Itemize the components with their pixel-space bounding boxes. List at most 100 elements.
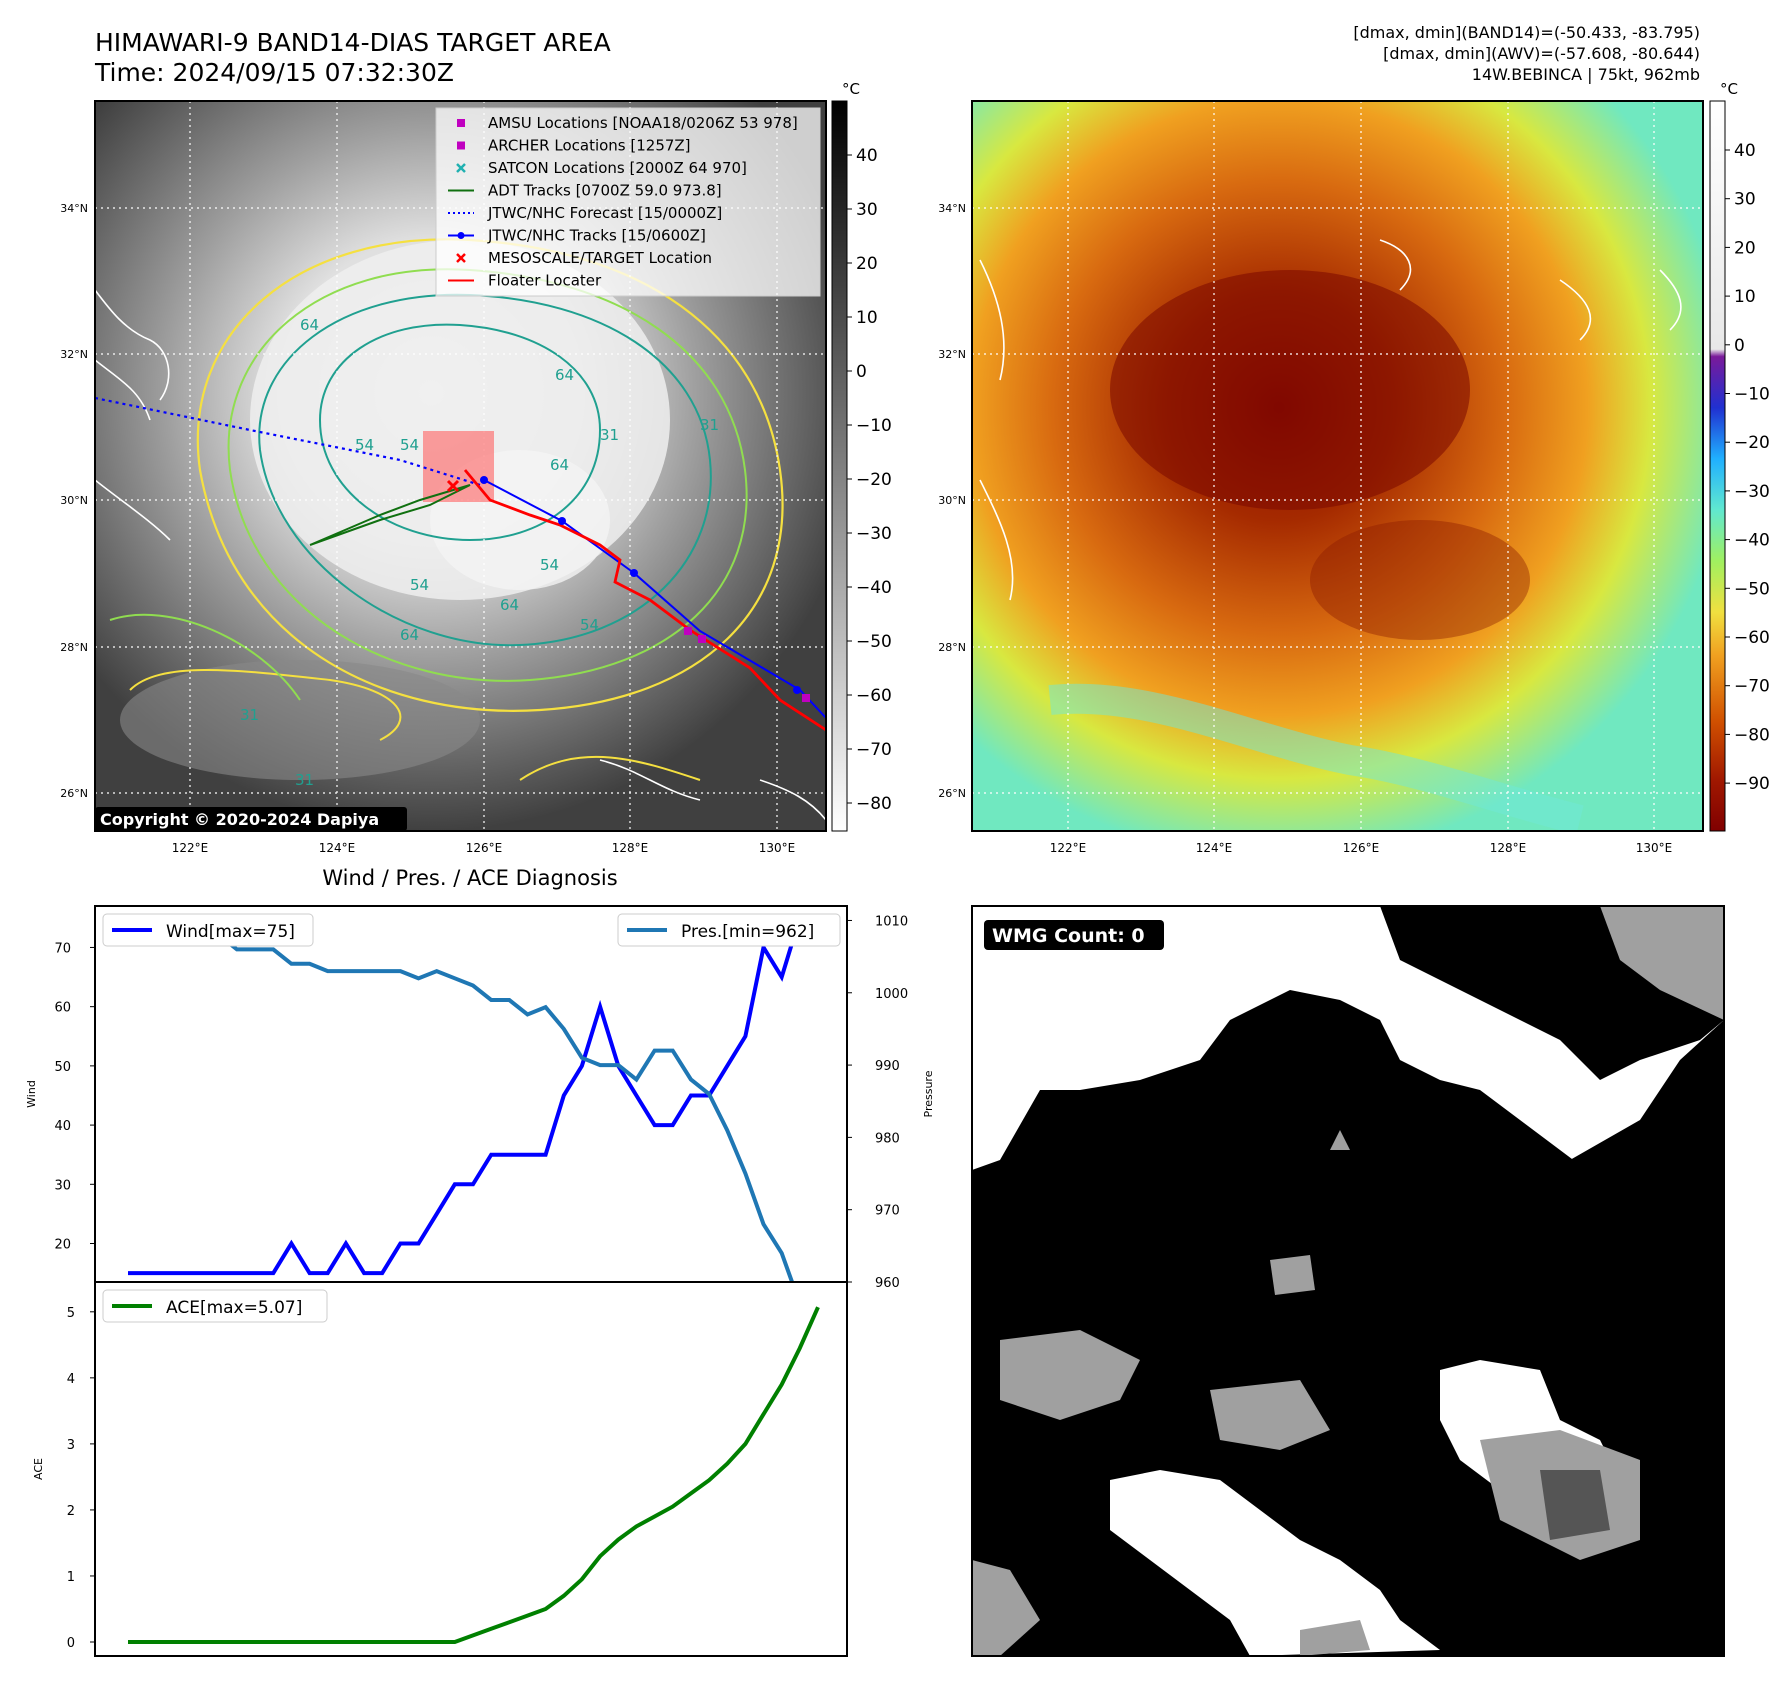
ace-series-line [128,1306,820,1644]
wmg-count-label: WMG Count: 0 [992,925,1145,947]
contour-label: 54 [400,436,419,454]
contour-label: 31 [295,771,314,789]
ir-satellite-map: 64 64 54 64 54 54 31 31 54 54 64 64 31 31 AMSU Locati… [94,100,827,832]
awv-lat-tick: 34°N [938,202,966,215]
ir-lon-tick: 128°E [612,841,649,855]
wind-series-line [128,915,818,1276]
ace-tick-label: 5 [67,1306,75,1321]
ir-lat-tick: 26°N [60,787,88,800]
ir-lat-tick: 32°N [60,348,88,361]
ace-tick-label: 4 [67,1372,75,1387]
awv-lon-tick: 122°E [1050,841,1087,855]
wmg-panel: WMG Count: 0 [971,905,1725,1657]
ace-legend: ACE[max=5.07] [102,1289,328,1323]
pressure-tick-label: 1000 [875,987,908,1002]
awv-colorbar-tick: −70 [1734,677,1770,697]
ace-panel: 5 4 3 2 1 0 ACE ACE[max=5.07] [32,1281,848,1657]
pressure-legend: Pres.[min=962] [617,913,841,947]
ir-colorbar-tick: −40 [856,578,892,598]
wind-tick-label: 40 [54,1119,71,1134]
contour-label: 64 [550,456,569,474]
map-legend-item: JTWC/NHC Tracks [15/0600Z] [448,227,706,245]
map-legend-item: SATCON Locations [2000Z 64 970] [456,159,747,177]
pressure-tick-label: 1010 [875,914,908,929]
pressure-tick-label: 980 [875,1131,900,1146]
awv-colorbar-unit: °C [1720,80,1738,98]
ace-tick-label: 0 [67,1636,75,1651]
pressure-tick-label: 990 [875,1059,900,1074]
awv-lon-tick: 124°E [1196,841,1233,855]
map-legend-item: ARCHER Locations [1257Z] [457,137,691,155]
wind-tick-label: 70 [54,941,71,956]
awv-lat-tick: 28°N [938,641,966,654]
ir-lat-tick: 34°N [60,202,88,215]
awv-colorbar-tick: 20 [1734,238,1756,258]
awv-colorbar-tick: −40 [1734,531,1770,551]
map-legend-label: ADT Tracks [0700Z 59.0 973.8] [488,182,722,200]
map-legend-item: AMSU Locations [NOAA18/0206Z 53 978] [457,114,798,132]
figure-title: HIMAWARI-9 BAND14-DIAS TARGET AREA [95,28,611,57]
contour-label: 54 [355,436,374,454]
map-legend-item: ADT Tracks [0700Z 59.0 973.8] [448,182,722,200]
jtwc-forecast-track [95,396,481,487]
ir-colorbar-tick: −70 [856,740,892,760]
contour-label: 64 [400,626,419,644]
awv-lon-tick: 126°E [1343,841,1380,855]
pressure-tick-label: 960 [875,1276,900,1291]
awv-satellite-map [971,100,1704,832]
wmg-count-badge [984,920,1164,950]
ir-colorbar-tick: 20 [856,254,878,274]
stats-awv: [dmax, dmin](AWV)=(-57.608, -80.644) [1383,44,1700,63]
pressure-series-line [126,918,819,1313]
map-legend: AMSU Locations [NOAA18/0206Z 53 978] ARCH… [435,107,821,297]
ace-tick-label: 3 [67,1438,75,1453]
diagnosis-title: Wind / Pres. / ACE Diagnosis [322,866,617,890]
awv-lon-tick: 128°E [1490,841,1527,855]
ir-lat-tick: 28°N [60,641,88,654]
awv-colorbar-tick: −80 [1734,725,1770,745]
pressure-legend-label: Pres.[min=962] [681,922,814,942]
pressure-tick-label: 970 [875,1204,900,1219]
ir-colorbar-tick: −50 [856,632,892,652]
ir-colorbar-tick: 40 [856,146,878,166]
contour-label: 64 [500,596,519,614]
map-legend-label: JTWC/NHC Tracks [15/0600Z] [487,227,706,245]
amsu-archer-markers [684,627,810,702]
awv-lat-tick: 32°N [938,348,966,361]
map-legend-label: JTWC/NHC Forecast [15/0000Z] [487,204,722,222]
ir-colorbar-tick: 30 [856,200,878,220]
awv-colorbar-tick: −90 [1734,774,1770,794]
awv-colorbar-tick: 10 [1734,287,1756,307]
ir-colorbar-tick: 0 [856,362,867,382]
stats-band14: [dmax, dmin](BAND14)=(-50.433, -83.795) [1353,23,1700,42]
ir-lon-tick: 126°E [466,841,503,855]
pressure-axis-label: Pressure [922,1070,935,1117]
map-legend-label: SATCON Locations [2000Z 64 970] [488,159,747,177]
wind-legend-label: Wind[max=75] [166,922,295,942]
awv-colorbar-tick: −10 [1734,385,1770,405]
storm-summary: 14W.BEBINCA | 75kt, 962mb [1472,65,1700,84]
ir-lon-tick: 124°E [319,841,356,855]
contour-label: 64 [300,316,319,334]
map-legend-item: MESOSCALE/TARGET Location [456,249,712,267]
adt-track [309,484,471,546]
figure-time: Time: 2024/09/15 07:32:30Z [94,58,454,87]
floater-track [463,469,826,732]
ir-colorbar-tick: −10 [856,416,892,436]
wind-pressure-panel: 70 60 50 40 30 20 1010 1000 990 980 970 960 Wind Pr… [25,905,935,1313]
track-fixes [480,476,801,694]
ir-lon-tick: 122°E [172,841,209,855]
awv-lat-tick: 30°N [938,494,966,507]
copyright-notice: Copyright © 2020-2024 Dapiya [100,810,379,829]
awv-colorbar-tick: 0 [1734,336,1745,356]
ir-lat-tick: 30°N [60,494,88,507]
contour-label: 31 [240,706,259,724]
ir-colorbar-tick: −20 [856,470,892,490]
wind-tick-label: 60 [54,1001,71,1016]
ir-colorbar-unit: °C [842,80,860,98]
ir-colorbar-tick: 10 [856,308,878,328]
awv-lat-tick: 26°N [938,787,966,800]
awv-colorbar: °C 40 30 20 10 0 −10 −20 −30 −40 −50 −60 −70 −80 −90 [1709,80,1770,832]
contour-label: 31 [600,426,619,444]
